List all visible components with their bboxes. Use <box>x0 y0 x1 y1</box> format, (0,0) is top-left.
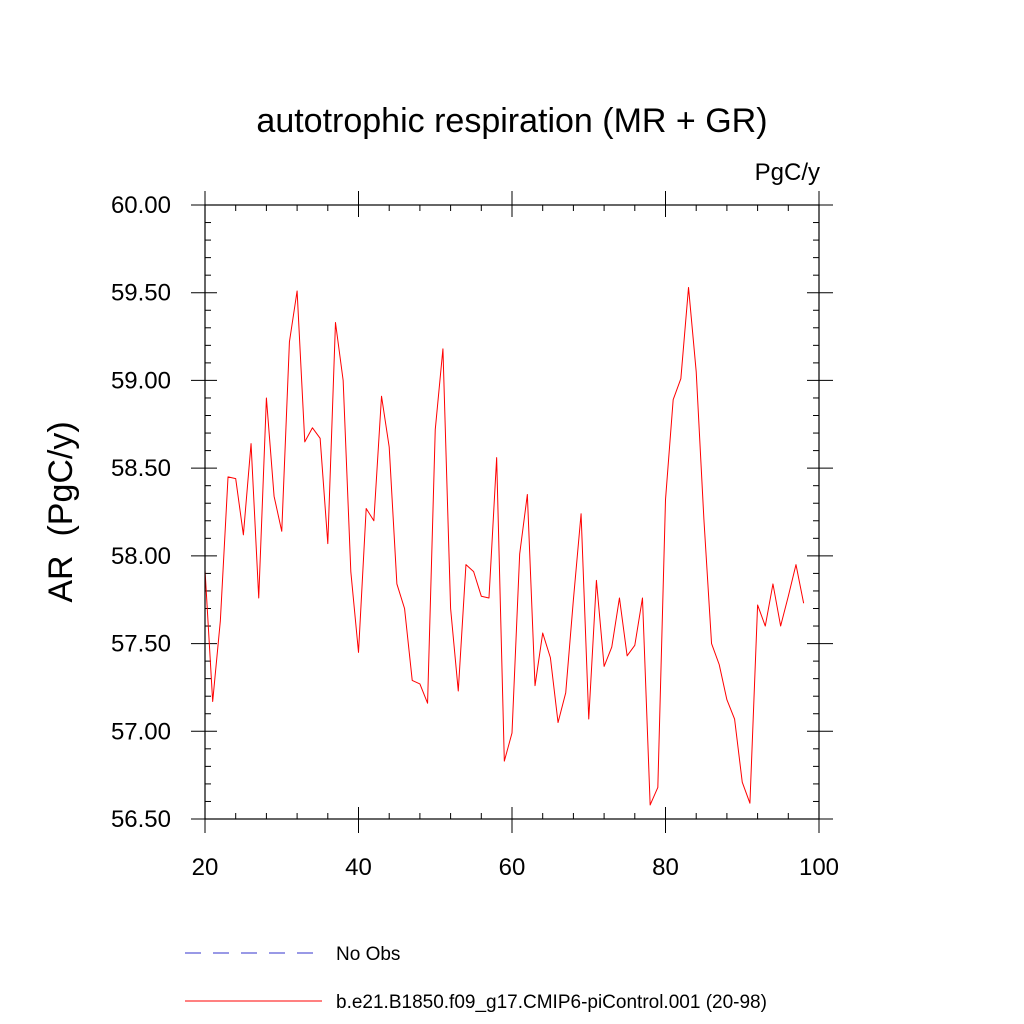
chart-title: autotrophic respiration (MR + GR) <box>256 102 767 140</box>
y-tick-label: 59.00 <box>111 367 171 394</box>
legend-no-obs-label: No Obs <box>336 944 400 965</box>
x-tick-label: 60 <box>499 854 526 881</box>
x-tick-label: 20 <box>192 854 219 881</box>
x-tick-label: 100 <box>799 854 839 881</box>
legend-model-label: b.e21.B1850.f09_g17.CMIP6-piControl.001 … <box>336 992 767 1013</box>
legend: No Obs b.e21.B1850.f09_g17.CMIP6-piContr… <box>185 944 767 1013</box>
y-tick-label: 56.50 <box>111 806 171 833</box>
y-tick-label: 57.00 <box>111 718 171 745</box>
plot-frame <box>204 204 820 820</box>
y-tick-label: 58.50 <box>111 455 171 482</box>
y-axis-label: AR (PgC/y) <box>42 421 80 602</box>
x-tick-label: 40 <box>345 854 372 881</box>
y-tick-label: 59.50 <box>111 280 171 307</box>
y-tick-label: 57.50 <box>111 631 171 658</box>
series-line-0 <box>204 286 805 806</box>
x-tick-label: 80 <box>652 854 679 881</box>
series-layer <box>204 286 805 806</box>
y-tick-label: 60.00 <box>111 192 171 219</box>
y-tick-label: 58.00 <box>111 543 171 570</box>
axis-tick-labels: 20 40 60 80 100 56.50 57.00 57.50 58.00 58.50 59.0… <box>111 192 839 881</box>
units-label: PgC/y <box>755 159 820 186</box>
